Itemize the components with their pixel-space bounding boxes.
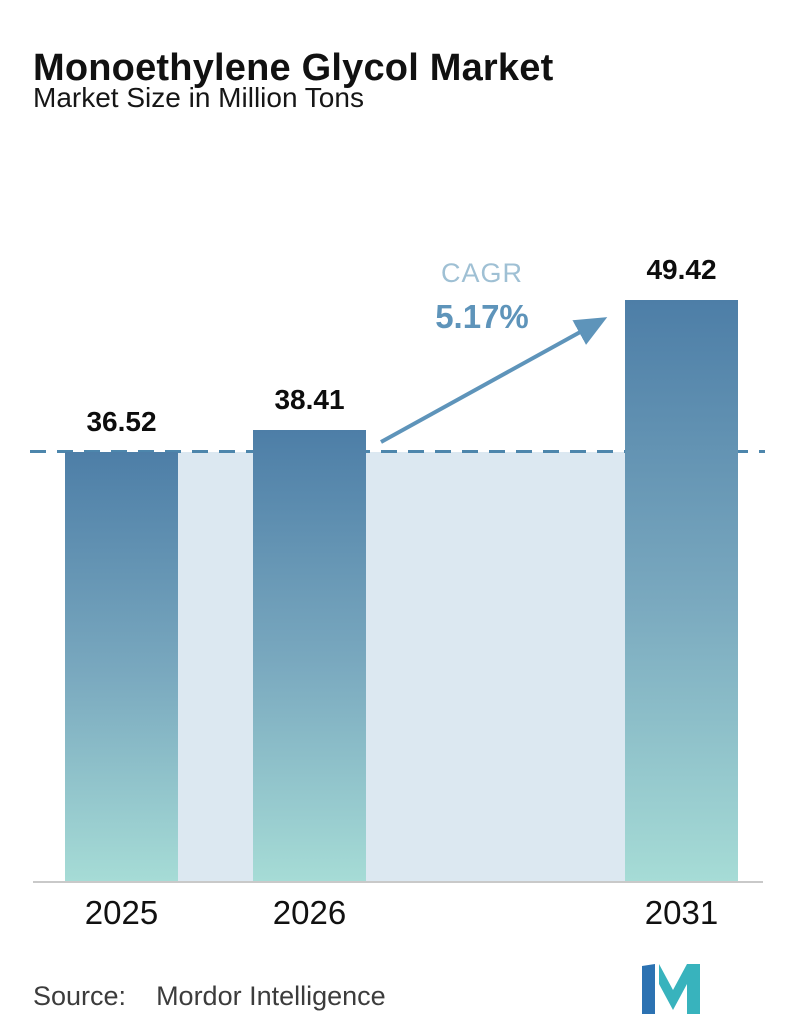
source-name: Mordor Intelligence bbox=[156, 981, 386, 1011]
logo-blue-shape bbox=[642, 964, 655, 1014]
logo-teal-shape bbox=[659, 964, 700, 1014]
cagr-label: CAGR bbox=[440, 258, 523, 288]
cagr-value: 5.17% bbox=[435, 298, 529, 335]
mordor-intelligence-logo bbox=[642, 964, 700, 1014]
x-axis-line bbox=[33, 881, 763, 883]
x-axis-label-2025: 2025 bbox=[84, 894, 159, 931]
bar-value-label-2026: 38.41 bbox=[274, 384, 345, 415]
bar-value-label-2025: 36.52 bbox=[86, 406, 157, 437]
x-axis-label-2031: 2031 bbox=[644, 894, 719, 931]
chart-title: Monoethylene Glycol Market bbox=[33, 47, 554, 90]
bars-layer: 36.52 38.41 49.42 bbox=[0, 182, 796, 882]
x-axis-label-2026: 2026 bbox=[272, 894, 347, 931]
bar-chart-plot: 36.52 38.41 49.42 CAGR 5.17% bbox=[0, 182, 796, 883]
cagr-annotation: CAGR 5.17% bbox=[400, 258, 564, 336]
source-label: Source: bbox=[33, 981, 127, 1011]
source-attribution: Source: Mordor Intelligence bbox=[33, 981, 386, 1012]
bar-value-label-2031: 49.42 bbox=[646, 254, 717, 285]
bar-2031 bbox=[625, 300, 738, 882]
bar-2025 bbox=[65, 452, 178, 882]
bar-2026 bbox=[253, 430, 366, 882]
chart-subtitle: Market Size in Million Tons bbox=[33, 82, 364, 113]
baseline-dashed-line bbox=[30, 450, 765, 453]
